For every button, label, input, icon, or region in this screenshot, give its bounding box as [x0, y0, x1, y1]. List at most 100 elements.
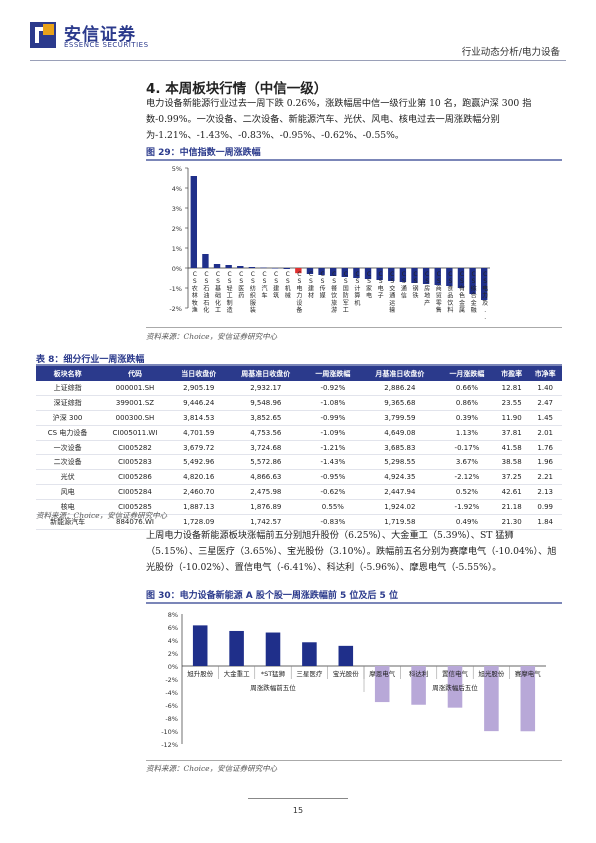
table-cell: 1,924.02	[360, 499, 439, 516]
fig29-bar	[190, 176, 198, 268]
footer-divider	[248, 798, 348, 799]
fig29-xtick-label: C S 家电	[366, 271, 372, 300]
table-cell: 1.96	[528, 454, 562, 471]
fig29-ytick: -1%	[169, 285, 182, 293]
fig29-xtick-label: C S 传媒	[320, 271, 326, 300]
table-cell: 1.84	[528, 514, 562, 530]
table-cell: 1,719.58	[360, 514, 439, 530]
fig29-xtick-label: C S 电子	[378, 271, 384, 300]
fig29-xtick-label: C S 计算机	[354, 271, 360, 307]
table-cell: 9,548.96	[226, 395, 305, 411]
fig30-bar	[520, 666, 536, 732]
table-cell: -1.92%	[439, 499, 495, 516]
table-cell: 37.81	[494, 425, 529, 441]
table-cell: 0.49%	[439, 514, 495, 530]
fig29-bar	[364, 268, 372, 279]
table-cell: 2,886.24	[360, 381, 439, 396]
fig29-xtick-label: C S 建筑	[273, 271, 279, 300]
table-cell: 新能源汽车	[36, 514, 100, 530]
table-cell: 风电	[36, 484, 100, 501]
table-cell: 2.13	[528, 484, 562, 501]
table8-title: 表 8：细分行业一周涨跌幅	[36, 355, 145, 365]
table-cell: 5,572.86	[226, 454, 305, 471]
table-cell: 0.66%	[439, 381, 495, 396]
table-cell: 884076.WI	[99, 514, 171, 530]
fig30-bar	[229, 630, 244, 666]
fig29-xtick-label: C S 国防军工	[343, 271, 349, 314]
report-type: 行业动态分析/电力设备	[461, 47, 560, 58]
table-row: 上证综指 000001.SH 2,905.19 2,932.17 -0.92% 2,886…	[36, 381, 562, 396]
table-cell: 深证综指	[36, 395, 100, 411]
table-cell: 21.30	[494, 514, 529, 530]
table-cell: 1,742.57	[226, 514, 305, 530]
table-cell: 0.52%	[439, 484, 495, 501]
table-cell: -1.21%	[304, 440, 361, 456]
table-row: 风电 CI005284 2,460.70 2,475.98 -0.62% 2,447.94…	[36, 484, 562, 501]
table-cell: CI005286	[99, 469, 171, 486]
table-cell: 3,679.72	[170, 440, 227, 456]
fig29-title: 图 29：中信指数一周涨跌幅	[146, 148, 261, 158]
table8-header-3: 周基准日收盘价	[226, 366, 305, 381]
table-cell: -0.62%	[304, 484, 361, 501]
fig29-xtick-label: C S 餐饮旅游	[331, 271, 337, 314]
table-cell: -1.43%	[304, 454, 361, 471]
fig29-bar	[260, 267, 267, 269]
table-cell: 4,649.08	[360, 425, 439, 441]
table-cell: 4,753.56	[226, 425, 305, 441]
table-cell: 5,492.96	[170, 454, 227, 471]
table-cell: 4,924.35	[360, 469, 439, 486]
table-cell: 上证综指	[36, 381, 100, 396]
table-cell: -0.92%	[304, 381, 361, 396]
fig30-ytick: 4%	[168, 637, 178, 645]
table-cell: 3,799.59	[360, 410, 439, 426]
table-cell: 21.18	[494, 499, 529, 516]
fig30-bar	[411, 666, 426, 705]
fig29-chart: 5% 4% 3% 2% 1% 0% -1% -2% C S 农林牧渔 C S 石油石化 C S 基础化工 C S 轻工…	[169, 165, 490, 325]
table-cell: 2,932.17	[226, 381, 305, 396]
fig30-xtick-label: 大金重工	[224, 669, 251, 678]
table-cell: 2.01	[528, 425, 562, 441]
table-cell: 2,460.70	[170, 484, 227, 501]
table-cell: 11.90	[494, 410, 529, 426]
table-cell: 37.25	[494, 469, 529, 486]
table-cell: 3,685.83	[360, 440, 439, 456]
table-cell: 1.45	[528, 410, 562, 426]
fig30-xtick-label: 旭升股份	[187, 669, 214, 678]
table8-source: 资料来源：Choice，安信证券研究中心	[36, 511, 168, 520]
table-cell: 41.58	[494, 440, 529, 456]
fig30-title-rule	[146, 602, 562, 604]
fig29-bar	[306, 268, 314, 274]
table-row: 沪深 300 000300.SH 3,814.53 3,852.65 -0.99% 3,7…	[36, 410, 562, 426]
table-cell: -1.09%	[304, 425, 361, 441]
fig30-ytick: 8%	[168, 611, 178, 619]
table-cell: 0.55%	[304, 499, 361, 516]
table-cell: CS 电力设备	[36, 425, 100, 441]
fig29-xtick-label: C S 交通运输	[389, 271, 395, 314]
table-cell: CI005282	[99, 440, 171, 456]
table-cell: 光伏	[36, 469, 100, 486]
fig30-xtick-label: 赛摩电气	[515, 669, 542, 678]
table8-header-2: 当日收盘价	[170, 366, 227, 381]
company-logo-icon	[30, 22, 56, 48]
fig30-bar	[447, 666, 463, 708]
fig29-bar	[248, 267, 256, 268]
fig29-ytick: 3%	[172, 205, 182, 213]
fig29-ytick: 2%	[172, 225, 182, 233]
fig29-bar	[469, 268, 476, 294]
table-cell: -0.95%	[304, 469, 361, 486]
fig30-xtick-label: *ST猛狮	[261, 669, 286, 678]
fig29-bar	[388, 268, 395, 281]
fig29-xtick-label: C S 通信	[401, 271, 407, 300]
table-cell: 2,447.94	[360, 484, 439, 501]
fig30-ytick: -2%	[165, 676, 178, 684]
fig29-xtick-label: C S 纺织服装	[250, 271, 256, 314]
table-cell: 0.99	[528, 499, 562, 516]
table-cell: -1.08%	[304, 395, 361, 411]
fig29-bar	[237, 266, 244, 268]
table-row: 二次设备 CI005283 5,492.96 5,572.86 -1.43% 5,298.…	[36, 454, 562, 471]
fig30-ytick: -10%	[161, 728, 178, 736]
table-cell: 1.13%	[439, 425, 495, 441]
fig29-bar	[446, 268, 453, 286]
fig30-title: 图 30：电力设备新能源 A 股个股一周涨跌幅前 5 位及后 5 位	[146, 591, 398, 601]
company-name-cn: 安信证券	[64, 25, 136, 45]
